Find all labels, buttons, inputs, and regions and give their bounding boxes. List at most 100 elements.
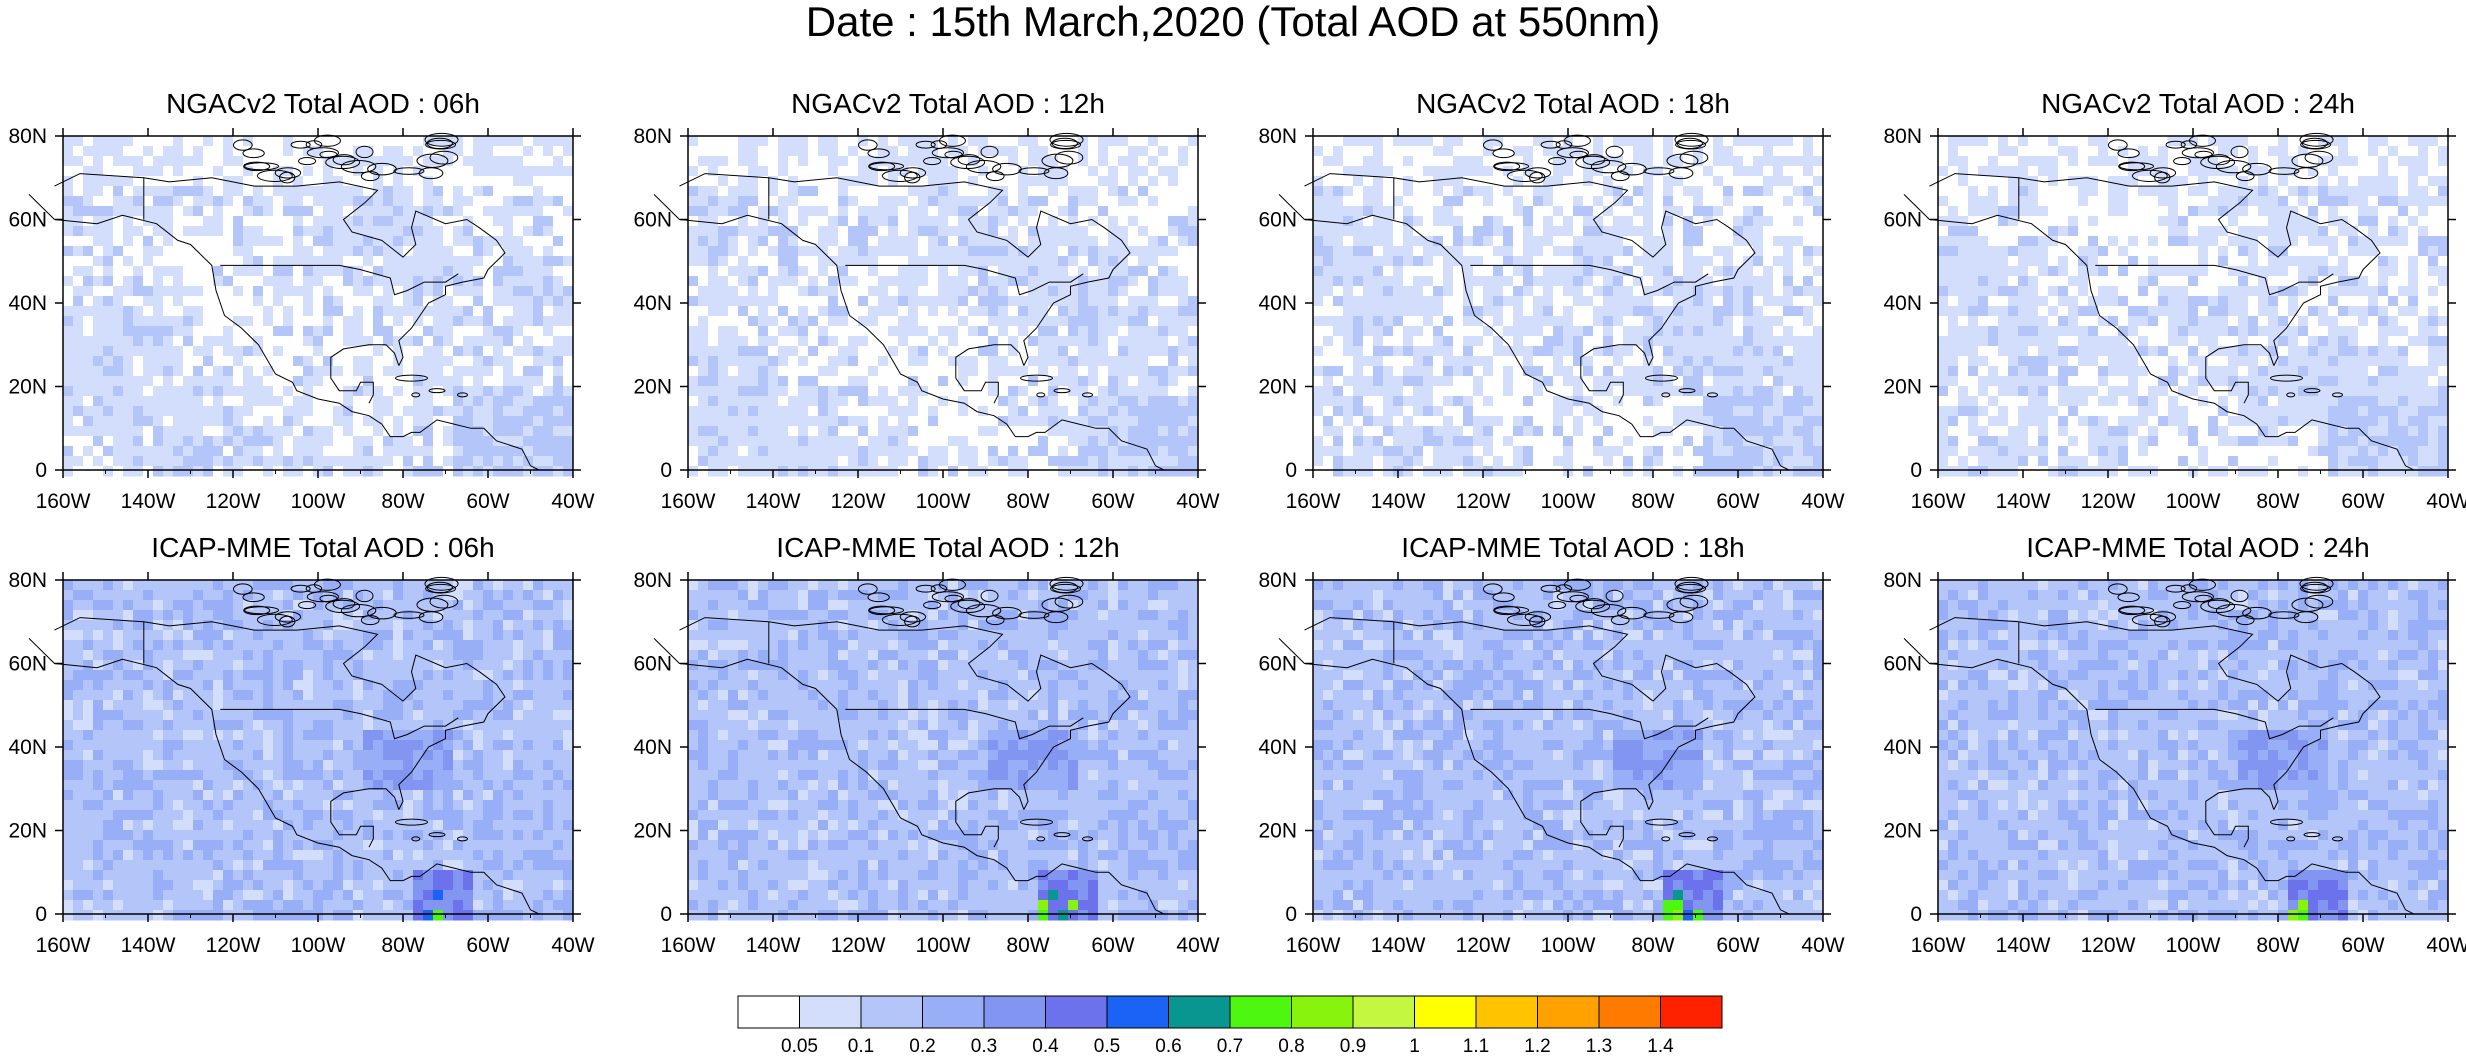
x-tick-label: 40W xyxy=(1176,490,1219,513)
aod-map: 160W 140W 120W 100W 80W 60W 40W 0 20N 40N 60N 80N xyxy=(1883,125,2466,513)
y-tick-label: 80N xyxy=(1883,125,1922,148)
x-tick-label: 160W xyxy=(661,490,716,513)
colorbar-bin xyxy=(1414,995,1477,1029)
x-tick-label: 140W xyxy=(1996,934,2051,957)
y-tick-label: 20N xyxy=(8,820,47,843)
y-tick-label: 40N xyxy=(633,292,672,315)
aod-map: 160W 140W 120W 100W 80W 60W 40W 0 20N 40N 60N 80N xyxy=(633,569,1219,957)
y-tick-label: 40N xyxy=(8,736,47,759)
colorbar-bin xyxy=(860,995,923,1029)
aod-map: 160W 140W 120W 100W 80W 60W 40W 0 20N 40N 60N 80N xyxy=(1258,125,1844,513)
colorbar-bin xyxy=(737,995,800,1029)
map-panel-ngac-18h: NGACv2 Total AOD : 18h 160W 140W 120W 100W 80… xyxy=(1258,88,1844,513)
coastline xyxy=(1278,132,1790,471)
aod-field xyxy=(1313,136,1824,477)
coastline xyxy=(28,576,540,915)
y-tick-label: 0 xyxy=(35,459,47,482)
aod-field xyxy=(1313,580,1824,921)
x-tick-label: 120W xyxy=(2081,490,2136,513)
map-panel-icap-24h: ICAP-MME Total AOD : 24h 160W 140W 120W 100W… xyxy=(1883,532,2466,957)
y-tick-label: 20N xyxy=(1883,820,1922,843)
aod-map: 160W 140W 120W 100W 80W 60W 40W 0 20N 40N 60N 80N xyxy=(8,125,594,513)
x-tick-label: 60W xyxy=(1716,934,1759,957)
y-tick-label: 20N xyxy=(1883,376,1922,399)
x-tick-label: 160W xyxy=(36,490,91,513)
aod-field xyxy=(1938,136,2449,477)
colorbar: 0.05 0.1 0.2 0.3 0.4 0.5 0.6 0.7 0.8 0.9 1 1.1 1.2 1.… xyxy=(737,995,1738,1056)
x-tick-label: 60W xyxy=(1716,490,1759,513)
x-tick-label: 80W xyxy=(1631,934,1674,957)
colorbar-bin xyxy=(1598,995,1661,1029)
coastline xyxy=(28,132,540,471)
x-tick-label: 100W xyxy=(916,490,971,513)
y-tick-label: 60N xyxy=(1258,653,1297,676)
colorbar-bin xyxy=(1229,995,1292,1029)
map-panel-icap-18h: ICAP-MME Total AOD : 18h 160W 140W 120W 100W… xyxy=(1258,532,1844,957)
x-tick-label: 140W xyxy=(746,490,801,513)
x-tick-label: 60W xyxy=(466,934,509,957)
aod-field xyxy=(63,580,574,921)
y-tick-label: 20N xyxy=(633,376,672,399)
x-tick-label: 40W xyxy=(1801,934,1844,957)
y-tick-label: 80N xyxy=(8,569,47,592)
map-panel-ngac-24h: NGACv2 Total AOD : 24h 160W 140W 120W 100W 80… xyxy=(1883,88,2466,513)
colorbar-label: 0.1 xyxy=(848,1036,874,1056)
x-tick-label: 160W xyxy=(661,934,716,957)
y-tick-label: 40N xyxy=(633,736,672,759)
aod-field xyxy=(63,136,574,477)
aod-field xyxy=(688,580,1199,921)
colorbar-label: 0.2 xyxy=(909,1036,935,1056)
colorbar-label: 0.05 xyxy=(781,1036,818,1056)
x-tick-label: 160W xyxy=(1911,934,1966,957)
x-tick-label: 40W xyxy=(551,934,594,957)
colorbar-label: 0.4 xyxy=(1032,1036,1059,1056)
colorbar-label: 1.1 xyxy=(1463,1036,1489,1056)
y-tick-label: 40N xyxy=(1258,736,1297,759)
colorbar-bin xyxy=(1106,995,1169,1029)
y-tick-label: 0 xyxy=(1910,459,1922,482)
x-tick-label: 80W xyxy=(381,934,424,957)
x-tick-label: 80W xyxy=(2256,934,2299,957)
x-tick-label: 80W xyxy=(2256,490,2299,513)
figure-title: Date : 15th March,2020 (Total AOD at 550… xyxy=(805,0,1661,45)
colorbar-bin xyxy=(1291,995,1354,1029)
x-tick-label: 100W xyxy=(291,934,346,957)
x-tick-label: 40W xyxy=(1801,490,1844,513)
colorbar-label: 0.3 xyxy=(971,1036,997,1056)
aod-map: 160W 140W 120W 100W 80W 60W 40W 0 20N 40N 60N 80N xyxy=(633,125,1219,513)
x-tick-label: 160W xyxy=(1286,490,1341,513)
coastline xyxy=(1903,576,2415,915)
y-tick-label: 40N xyxy=(1883,292,1922,315)
x-tick-label: 80W xyxy=(1006,934,1049,957)
x-tick-label: 60W xyxy=(1091,490,1134,513)
x-tick-label: 120W xyxy=(831,490,886,513)
x-tick-label: 60W xyxy=(466,490,509,513)
coastline xyxy=(653,132,1165,471)
x-tick-label: 80W xyxy=(381,490,424,513)
coastline xyxy=(1278,576,1790,915)
colorbar-label: 1.2 xyxy=(1524,1036,1550,1056)
aod-map: 160W 140W 120W 100W 80W 60W 40W 0 20N 40N 60N 80N xyxy=(1883,569,2466,957)
colorbar-label: 0.6 xyxy=(1155,1036,1181,1056)
panel-title: ICAP-MME Total AOD : 24h xyxy=(2026,532,2370,563)
colorbar-label: 0.7 xyxy=(1217,1036,1243,1056)
x-tick-label: 100W xyxy=(291,490,346,513)
y-tick-label: 80N xyxy=(1258,125,1297,148)
colorbar-svg: 0.05 0.1 0.2 0.3 0.4 0.5 0.6 0.7 0.8 0.9 1 1.1 1.2 1.… xyxy=(737,995,1723,1056)
y-tick-label: 60N xyxy=(633,653,672,676)
x-tick-label: 100W xyxy=(2166,934,2221,957)
y-tick-label: 40N xyxy=(1258,292,1297,315)
map-panel-icap-6h: ICAP-MME Total AOD : 06h 160W 140W 120W 100W… xyxy=(8,532,594,957)
aod-map: 160W 140W 120W 100W 80W 60W 40W 0 20N 40N 60N 80N xyxy=(8,569,594,957)
y-tick-label: 0 xyxy=(660,459,672,482)
x-tick-label: 100W xyxy=(916,934,971,957)
colorbar-label: 0.5 xyxy=(1094,1036,1120,1056)
map-panel-ngac-12h: NGACv2 Total AOD : 12h 160W 140W 120W 100W 80… xyxy=(633,88,1219,513)
colorbar-label: 0.8 xyxy=(1278,1036,1304,1056)
colorbar-bin xyxy=(1475,995,1538,1029)
y-tick-label: 60N xyxy=(1883,653,1922,676)
x-tick-label: 140W xyxy=(1371,934,1426,957)
colorbar-bin xyxy=(983,995,1046,1029)
colorbar-bin xyxy=(799,995,862,1029)
colorbar-bin xyxy=(922,995,985,1029)
